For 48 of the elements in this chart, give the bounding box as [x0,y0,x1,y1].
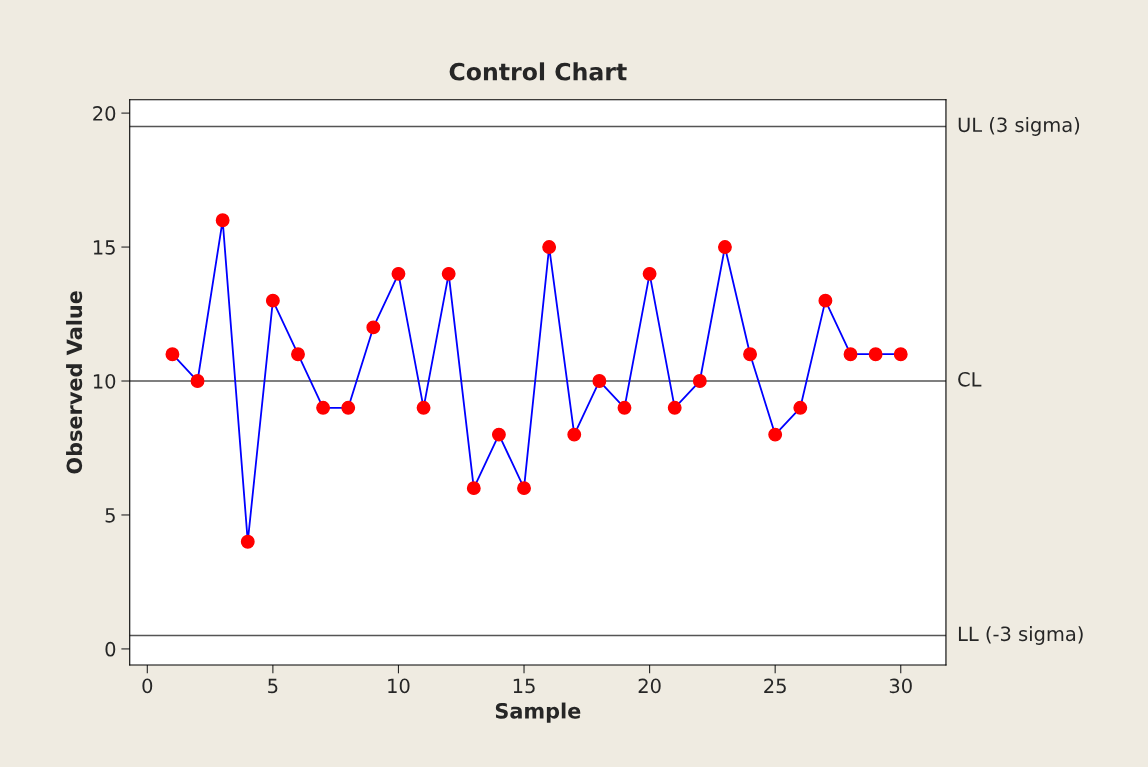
point [491,427,506,442]
point [391,266,406,281]
ref-line-label: UL (3 sigma) [958,117,1080,136]
point [868,347,883,362]
point [265,293,280,308]
point [441,266,456,281]
point [793,400,808,415]
x-axis-title: Sample [495,702,581,723]
x-tick-label: 20 [638,678,661,694]
point [642,266,657,281]
point [542,240,557,255]
y-tick-label: 15 [93,240,115,255]
x-tick-label: 5 [268,678,278,694]
point [466,481,481,496]
point [768,427,783,442]
point [692,374,707,388]
point [316,400,331,415]
x-tick-label: 25 [764,678,786,694]
point [291,347,305,362]
point [567,427,582,442]
point [341,400,356,415]
point [215,213,230,228]
x-tick-label: 10 [388,678,410,694]
y-tick-label: 0 [105,641,116,657]
ref-line-label: LL (-3 sigma) [958,626,1083,645]
point [366,320,381,335]
point [717,240,732,255]
y-tick-label: 10 [93,373,116,389]
ref-line-label: CL [958,371,982,387]
point [818,293,833,308]
x-tick-label: 30 [889,678,912,694]
point [617,400,632,415]
point [240,534,255,549]
point [592,374,607,388]
point [190,374,205,388]
point [517,481,531,496]
x-tick-label: 0 [142,678,153,694]
y-tick-label: 20 [93,106,116,121]
point [743,347,758,362]
point [416,400,431,415]
chart-title: Control Chart [449,62,627,81]
x-tick-label: 15 [513,678,535,694]
point [843,347,858,362]
y-axis-title: Observed Value [66,291,83,474]
point [893,347,908,362]
y-tick-label: 5 [105,508,115,523]
point [667,400,682,415]
point [165,347,180,362]
